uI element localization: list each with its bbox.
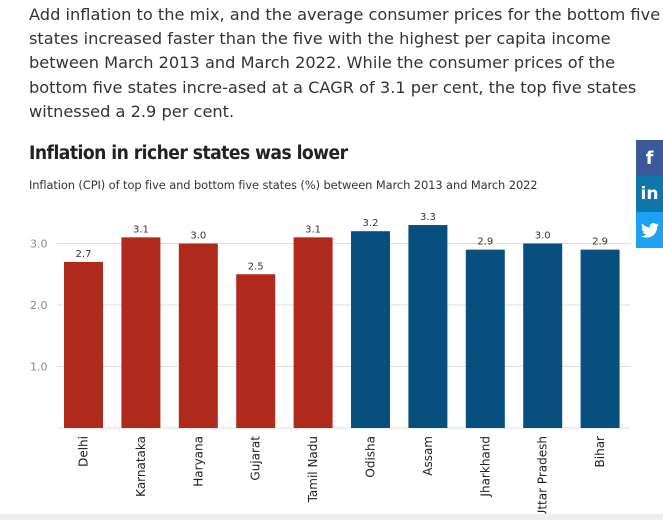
category-label: Jharkhand	[478, 436, 492, 498]
bar-value-label: 2.7	[76, 249, 92, 260]
bar-value-label: 3.1	[133, 224, 149, 235]
category-label: Gujarat	[249, 436, 263, 481]
bar-value-label: 2.9	[592, 237, 608, 248]
bar-value-label: 3.1	[305, 224, 321, 235]
social-share-bar: f in	[636, 140, 663, 248]
category-label: Tamil Nadu	[306, 436, 320, 503]
category-label: Assam	[421, 436, 435, 476]
bar	[523, 243, 563, 428]
article-intro: Add inflation to the mix, and the averag…	[29, 3, 663, 124]
twitter-share-button[interactable]	[636, 212, 663, 248]
bar-value-label: 3.0	[190, 231, 206, 242]
bar-value-label: 2.5	[248, 261, 264, 272]
category-label: Uttar Pradesh	[536, 436, 550, 518]
facebook-icon: f	[645, 147, 654, 169]
bar-value-label: 3.0	[535, 231, 551, 242]
category-label: Karnataka	[134, 436, 148, 497]
chart-subtitle: Inflation (CPI) of top five and bottom f…	[29, 178, 538, 192]
bar-value-label: 3.3	[420, 212, 436, 223]
bar	[580, 249, 620, 428]
bar	[178, 243, 218, 428]
bar	[293, 237, 333, 428]
bar	[351, 231, 390, 428]
chart-title: Inflation in richer states was lower	[29, 143, 348, 164]
linkedin-icon: in	[640, 184, 659, 204]
bar-value-label: 2.9	[477, 237, 493, 248]
category-label: Odisha	[364, 436, 378, 478]
category-label: Delhi	[77, 436, 91, 467]
y-tick-label: 1.0	[30, 361, 48, 374]
bar	[236, 274, 276, 428]
bar	[408, 225, 448, 428]
category-label: Haryana	[191, 436, 205, 487]
bar-value-label: 3.2	[363, 218, 379, 229]
linkedin-share-button[interactable]: in	[636, 176, 663, 212]
twitter-bird-icon	[640, 222, 659, 238]
facebook-share-button[interactable]: f	[636, 140, 663, 176]
bar	[121, 237, 161, 428]
y-tick-label: 3.0	[30, 238, 48, 251]
page-bottom-rule	[0, 514, 663, 520]
bar	[465, 249, 505, 428]
category-label: Bihar	[593, 436, 607, 468]
article-paragraph: Add inflation to the mix, and the averag…	[29, 5, 661, 121]
y-tick-label: 2.0	[30, 299, 48, 312]
bar	[64, 261, 103, 428]
